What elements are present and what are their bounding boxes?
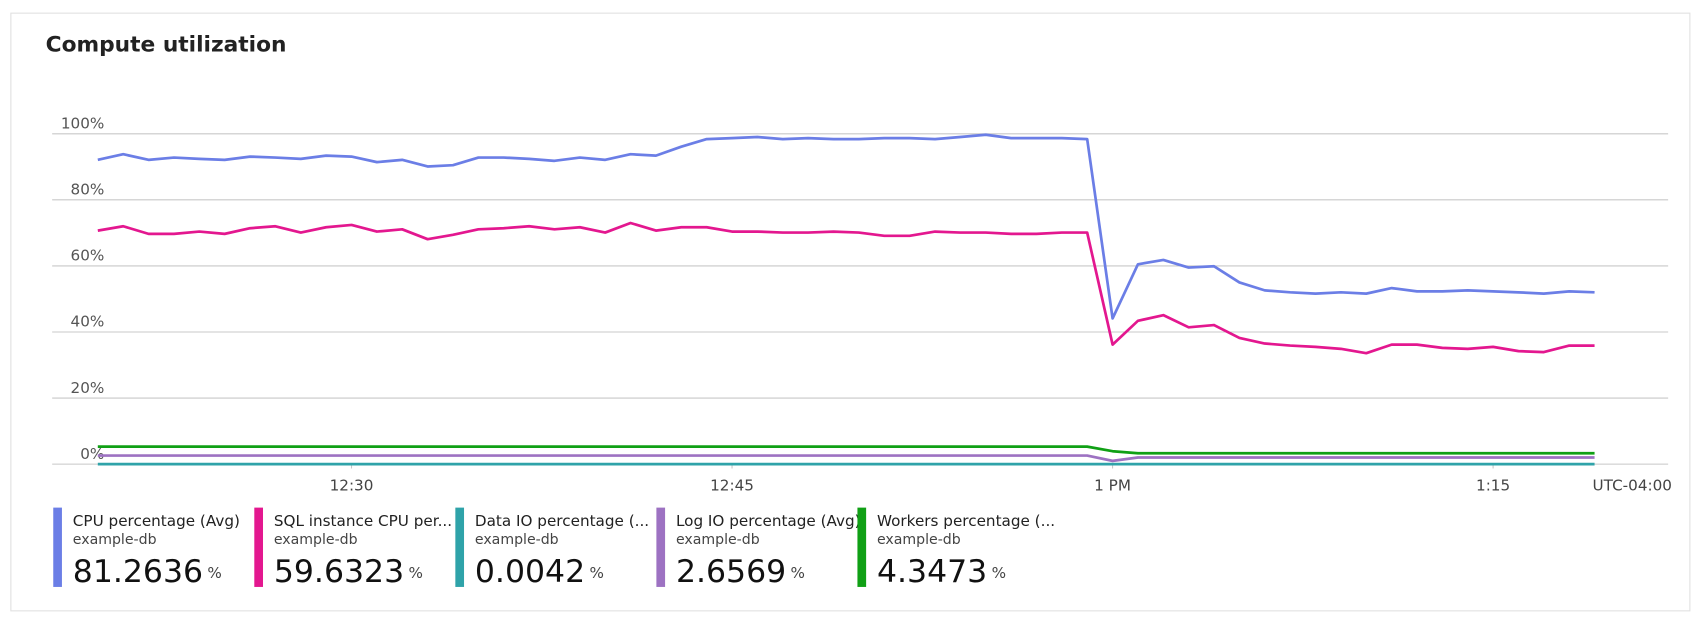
y-tick-label: 20% [71, 379, 105, 397]
legend-summary: 81.2636% [73, 554, 222, 590]
legend-item: Log IO percentage (Avg) example-db 2.6569% [656, 507, 861, 590]
summary-value: 2.6569 [676, 554, 786, 590]
summary-unit: % [992, 563, 1006, 581]
legend-swatch [857, 507, 867, 587]
legend-name: SQL instance CPU per... [274, 512, 452, 530]
summary-unit: % [589, 563, 603, 581]
legend-swatch [455, 507, 465, 587]
summary-unit: % [791, 563, 805, 581]
legend-name: Log IO percentage (Avg) [676, 512, 861, 530]
legend-swatch [656, 507, 666, 587]
legend-summary: 0.0042% [475, 554, 604, 590]
y-tick-label: 60% [71, 247, 105, 265]
x-tick-label: 1 PM [1094, 476, 1131, 494]
legend-item: Data IO percentage (... example-db 0.0042% [455, 507, 649, 590]
x-tick-label: 12:30 [330, 476, 374, 494]
x-tick-label: 1:15 [1476, 476, 1510, 494]
legend-resource: example-db [877, 532, 961, 548]
y-tick-label: 100% [61, 114, 104, 132]
summary-unit: % [207, 563, 221, 581]
y-tick-label: 80% [71, 181, 105, 199]
timezone-label: UTC-04:00 [1593, 476, 1672, 494]
series-line [97, 445, 1595, 455]
summary-value: 59.6323 [274, 554, 404, 590]
summary-value: 81.2636 [73, 554, 203, 590]
legend-resource: example-db [274, 532, 358, 548]
legend-name: Workers percentage (... [877, 512, 1055, 530]
legend-item: Workers percentage (... example-db 4.3473% [857, 507, 1055, 590]
card [10, 12, 1691, 612]
legend-swatch [254, 507, 263, 587]
series-line [97, 221, 1595, 355]
legend-swatch [53, 507, 62, 587]
legend-name: Data IO percentage (... [475, 512, 649, 530]
legend-resource: example-db [475, 532, 559, 548]
legend-resource: example-db [73, 532, 157, 548]
legend-name: CPU percentage (Avg) [73, 512, 240, 530]
x-tick-label: 12:45 [710, 476, 754, 494]
series-line [97, 454, 1595, 463]
legend-summary: 4.3473% [877, 554, 1006, 590]
legend-summary: 2.6569% [676, 554, 805, 590]
chart-title: Compute utilization [46, 33, 287, 58]
y-tick-label: 0% [80, 445, 104, 463]
y-tick-label: 40% [71, 313, 105, 331]
summary-value: 4.3473 [877, 554, 987, 590]
legend-summary: 59.6323% [274, 554, 423, 590]
summary-unit: % [408, 563, 422, 581]
legend-resource: example-db [676, 532, 760, 548]
legend-item: SQL instance CPU per... example-db 59.6323… [254, 507, 452, 590]
legend-item: CPU percentage (Avg) example-db 81.2636% [53, 507, 240, 590]
series-line [97, 133, 1595, 320]
summary-value: 0.0042 [475, 554, 585, 590]
